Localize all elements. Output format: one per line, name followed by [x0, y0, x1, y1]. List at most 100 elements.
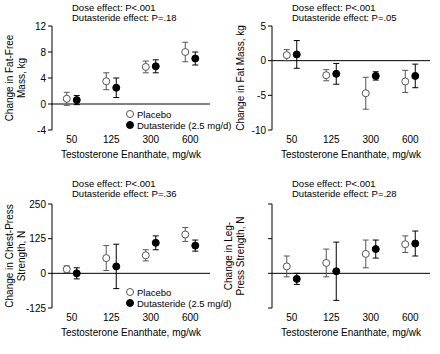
- panel: Dose effect: P<.001Dutasteride effect: P…: [223, 178, 431, 338]
- error-bar: [402, 70, 408, 92]
- y-tick-label: 5: [260, 21, 266, 32]
- y-tick: [268, 60, 272, 61]
- error-cap: [103, 270, 109, 271]
- error-bar: [402, 236, 408, 253]
- error-cap: [373, 258, 379, 259]
- point: [402, 78, 409, 85]
- point: [113, 84, 120, 91]
- error-bar: [182, 228, 188, 242]
- x-label: Testosterone Enanthate, mg/wk: [61, 327, 202, 338]
- x-tick-label: 300: [142, 134, 159, 145]
- y-tick-label: 12: [35, 21, 47, 32]
- y-tick: [268, 308, 272, 309]
- error-bar: [153, 60, 159, 73]
- error-cap: [402, 252, 408, 253]
- y-tick: [48, 273, 52, 274]
- error-bar: [143, 250, 149, 261]
- point: [182, 49, 189, 56]
- y-tick-label: 4: [40, 73, 46, 84]
- error-cap: [333, 300, 339, 301]
- error-cap: [74, 267, 80, 268]
- error-cap: [294, 284, 300, 285]
- point: [283, 52, 290, 59]
- y-tick: [268, 130, 272, 131]
- error-cap: [294, 68, 300, 69]
- annotation: Dutasteride effect: P=.05: [292, 12, 397, 23]
- y-tick: [48, 130, 52, 131]
- error-cap: [182, 42, 188, 43]
- x-tick-label: 600: [402, 134, 419, 145]
- x-tick-label: 300: [362, 134, 379, 145]
- error-bar: [64, 266, 70, 273]
- legend-marker: [127, 122, 134, 129]
- legend-marker: [127, 111, 134, 118]
- error-cap: [333, 242, 339, 243]
- point: [73, 97, 80, 104]
- error-cap: [182, 241, 188, 242]
- y-label: Change in Leg-: [223, 222, 234, 290]
- error-cap: [103, 245, 109, 246]
- marks: [283, 41, 419, 110]
- error-bar: [323, 249, 329, 277]
- x-tick-label: 600: [182, 134, 199, 145]
- y-tick: [48, 308, 52, 309]
- error-bar: [143, 61, 149, 73]
- x-tick-label: 125: [103, 312, 120, 323]
- x-label: Testosterone Enanthate, mg/wk: [281, 327, 422, 338]
- error-bar: [284, 50, 290, 61]
- error-bar: [113, 78, 119, 98]
- error-bar: [333, 242, 339, 300]
- error-bar: [284, 256, 290, 277]
- x-tick-label: 300: [142, 312, 159, 323]
- legend-marker: [127, 300, 134, 307]
- marks: [63, 228, 199, 289]
- y-tick: [48, 52, 52, 53]
- point: [182, 231, 189, 238]
- marks: [63, 42, 199, 105]
- y-label: Press Strength, N: [235, 217, 246, 296]
- point: [412, 240, 419, 247]
- error-cap: [74, 95, 80, 96]
- point: [283, 263, 290, 270]
- y-tick: [268, 95, 272, 96]
- y-axis: [272, 204, 273, 308]
- point: [142, 252, 149, 259]
- error-bar: [294, 41, 300, 69]
- error-cap: [113, 78, 119, 79]
- error-cap: [192, 240, 198, 241]
- error-cap: [373, 240, 379, 241]
- y-tick-label: -125: [26, 303, 46, 314]
- annotation: Dutasteride effect: P=.36: [72, 188, 177, 199]
- error-cap: [113, 97, 119, 98]
- error-bar: [192, 52, 198, 65]
- point: [412, 72, 419, 79]
- error-bar: [323, 70, 329, 81]
- legend-label: Dutasteride (2.5 mg/d): [137, 120, 232, 131]
- error-bar: [333, 63, 339, 84]
- error-cap: [363, 267, 369, 268]
- panel: Dose effect: P<.001Dutasteride effect: P…: [4, 2, 232, 160]
- point: [192, 55, 199, 62]
- error-cap: [412, 87, 418, 88]
- y-tick: [48, 26, 52, 27]
- error-cap: [103, 89, 109, 90]
- error-bar: [113, 244, 119, 288]
- point: [103, 78, 110, 85]
- error-cap: [323, 69, 329, 70]
- error-bar: [363, 77, 369, 109]
- point: [402, 241, 409, 248]
- y-tick-label: 250: [29, 199, 46, 210]
- error-bar: [64, 92, 70, 105]
- error-bar: [373, 240, 379, 258]
- y-tick: [48, 204, 52, 205]
- x-tick-label: 125: [103, 134, 120, 145]
- panel: Dose effect: P<.001Dutasteride effect: P…: [235, 2, 431, 160]
- y-axis: [52, 204, 53, 308]
- legend-label: Dutasteride (2.5 mg/d): [137, 298, 232, 309]
- x-tick-label: 50: [66, 312, 78, 323]
- marks: [283, 231, 419, 300]
- error-cap: [74, 278, 80, 279]
- y-tick-label: 0: [40, 99, 46, 110]
- error-bar: [153, 236, 159, 250]
- y-tick-label: 0: [40, 268, 46, 279]
